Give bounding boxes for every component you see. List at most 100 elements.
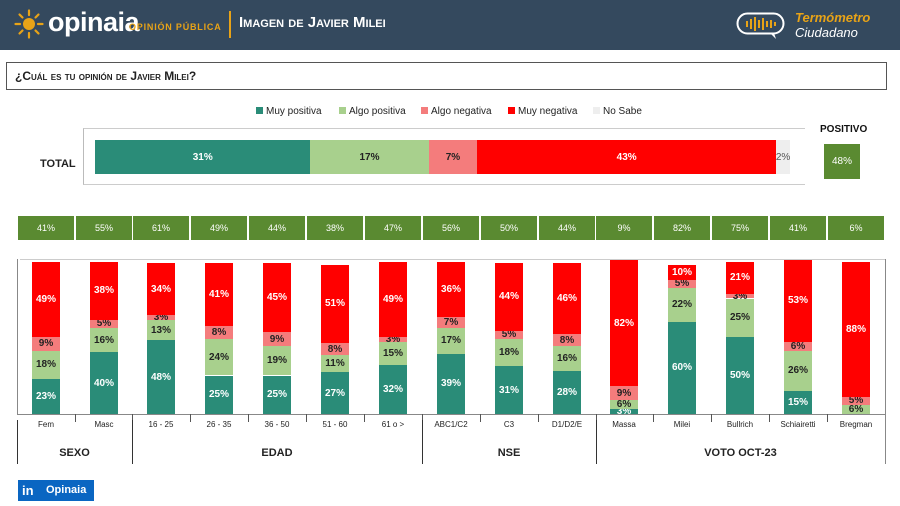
axis-tick (422, 414, 423, 422)
bar-value-label: 5% (674, 278, 690, 290)
bar-value-label: 41% (208, 289, 229, 301)
bar-value-label: 51% (324, 298, 345, 310)
bar-value-label: 53% (787, 295, 808, 307)
bar-segment: 38% (90, 261, 118, 321)
bar-segment: 32% (379, 364, 407, 414)
bar-segment: 51% (321, 264, 349, 344)
bar-segment: 41% (205, 263, 233, 327)
bar-segment: 48% (147, 340, 175, 414)
legend-label: Algo positiva (349, 106, 406, 117)
positivo-box: 38% (307, 216, 363, 240)
linkedin-button[interactable]: in Opinaia (18, 480, 94, 501)
bar-value-label: 5% (96, 318, 112, 330)
group-separator (17, 420, 18, 464)
legend-label: Muy positiva (266, 106, 322, 117)
bar-value-label: 50% (729, 370, 750, 381)
legend-swatch (421, 106, 428, 114)
bar-value-label: 48% (150, 371, 171, 383)
positivo-box: 82% (654, 216, 710, 240)
bar-value-label: 23% (35, 390, 56, 402)
bar-segment: 3% (726, 291, 754, 302)
legend-swatch (339, 106, 346, 114)
total-positivo-box: 48% (824, 144, 860, 179)
bar-value-label: 45% (266, 292, 287, 304)
bar-value-label: 6% (790, 340, 806, 352)
bar-value-label: 24% (208, 351, 229, 363)
badge-subtitle: Ciudadano (795, 25, 858, 40)
bar-segment: 82% (610, 260, 638, 387)
axis-tick (364, 414, 365, 422)
legend-label: Muy negativa (518, 106, 578, 117)
chart-legend: Muy positiva Algo positiva Algo negativa Mu… (0, 106, 900, 120)
bar-value-label: 46% (556, 292, 577, 304)
bar-value-label: 25% (266, 389, 287, 401)
bar-segment: 23% (32, 378, 60, 414)
total-frame (83, 128, 805, 185)
positivo-box: 47% (365, 216, 421, 240)
bar-segment: 13% (147, 320, 175, 341)
bar-segment: 8% (553, 333, 581, 347)
bar-segment: 40% (90, 352, 118, 414)
category-label: 61 o > (381, 420, 405, 429)
group-separator (596, 420, 597, 464)
bar-value-label: 18% (498, 346, 519, 358)
axis-tick (827, 414, 828, 422)
bar-value-label: 82% (613, 317, 634, 329)
axis-tick (132, 414, 133, 422)
group-separator (132, 420, 133, 464)
bar-value-label: 15% (382, 347, 403, 359)
legend-item: Muy negativa (508, 106, 577, 117)
bar-value-label: 18% (35, 359, 56, 371)
legend-label: No Sabe (603, 106, 642, 117)
bar-value-label: 40% (93, 377, 114, 389)
group-label: SEXO (59, 447, 90, 459)
bar-segment: 24% (205, 338, 233, 376)
bar-value-label: 8% (559, 334, 575, 346)
bar-value-label: 5% (501, 329, 517, 341)
bar-value-label: 26% (787, 365, 808, 377)
bar-segment: 26% (784, 350, 812, 391)
group-label: EDAD (261, 447, 293, 459)
legend-swatch (593, 106, 600, 114)
bar-segment: 5% (495, 329, 523, 341)
category-label: C3 (503, 420, 515, 429)
category-label: Milei (673, 420, 691, 429)
chart-baseline (17, 414, 886, 415)
chart-frame-right (885, 259, 886, 464)
bar-value-label: 27% (324, 387, 345, 399)
bar-value-label: 8% (327, 343, 343, 355)
header-bar: opinaia OPINIÓN PÚBLICA Imagen de Javier… (0, 0, 900, 50)
bar-value-label: 7% (443, 316, 459, 328)
bar-segment: 3% (147, 312, 175, 323)
bar-value-label: 3% (385, 333, 401, 345)
bar-value-label: 32% (382, 383, 403, 395)
axis-tick (711, 414, 712, 422)
positivo-box: 9% (596, 216, 652, 240)
bar-value-label: 49% (35, 293, 56, 305)
bar-segment: 45% (263, 263, 291, 333)
bar-value-label: 38% (93, 285, 114, 297)
bar-segment: 25% (205, 375, 233, 414)
bar-segment: 16% (90, 327, 118, 353)
bar-segment: 9% (32, 337, 60, 351)
speech-bubble-icon (736, 12, 785, 39)
bar-value-label: 9% (269, 333, 285, 345)
total-label: TOTAL (40, 158, 76, 170)
positivo-box: 6% (828, 216, 884, 240)
bar-value-label: 25% (729, 312, 750, 324)
legend-label: Algo negativa (431, 106, 492, 117)
bar-value-label: 49% (382, 293, 403, 305)
bar-segment: 27% (321, 372, 349, 414)
bar-value-label: 11% (325, 358, 345, 370)
group-label: VOTO OCT-23 (704, 447, 777, 459)
brand-subtitle: OPINIÓN PÚBLICA (129, 22, 222, 32)
legend-item: No Sabe (593, 106, 642, 117)
total-segment: 17% (310, 140, 429, 174)
legend-item: Algo negativa (421, 106, 492, 117)
bar-value-label: 22% (671, 299, 692, 311)
bar-value-label: 10% (671, 266, 692, 278)
bar-value-label: 6% (848, 403, 864, 415)
bar-segment: 8% (321, 343, 349, 356)
category-label: 26 - 35 (206, 420, 232, 429)
bar-segment: 46% (553, 263, 581, 334)
